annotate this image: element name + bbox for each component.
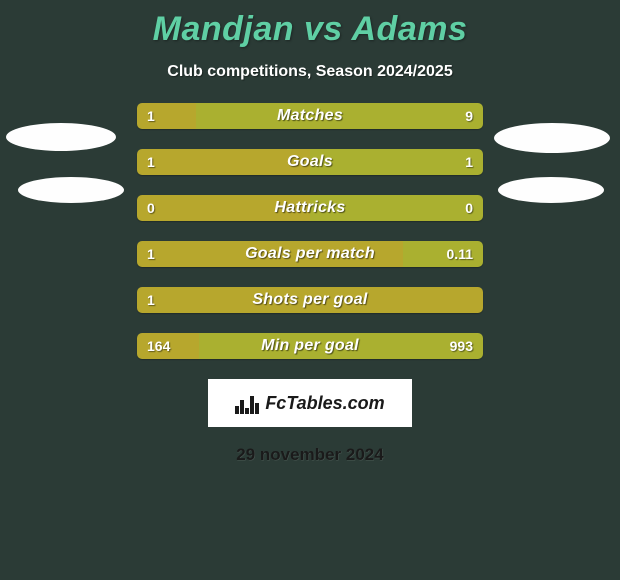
stat-value-left: 1 (147, 149, 155, 175)
player-right-name: Adams (352, 10, 468, 48)
stat-value-left: 1 (147, 103, 155, 129)
stat-bar-left (137, 103, 196, 129)
logo-text: FcTables.com (265, 393, 384, 414)
stat-value-left: 0 (147, 195, 155, 221)
stat-row: 1Shots per goal (137, 287, 483, 313)
comparison-card: Mandjan vs Adams Club competitions, Seas… (0, 0, 620, 580)
stat-value-left: 164 (147, 333, 170, 359)
stat-bars: 19Matches11Goals00Hattricks10.11Goals pe… (137, 103, 483, 359)
stat-row: 164993Min per goal (137, 333, 483, 359)
player-badge-placeholder (498, 177, 604, 203)
player-badge-placeholder (18, 177, 124, 203)
stat-row: 19Matches (137, 103, 483, 129)
stat-row: 10.11Goals per match (137, 241, 483, 267)
stat-bar-right (199, 333, 483, 359)
subtitle: Club competitions, Season 2024/2025 (0, 63, 620, 81)
stat-bar-left (137, 241, 403, 267)
stat-value-right: 1 (465, 149, 473, 175)
player-left-name: Mandjan (153, 10, 294, 48)
date-label: 29 november 2024 (0, 445, 620, 465)
page-title: Mandjan vs Adams (0, 10, 620, 49)
stat-bar-left (137, 287, 483, 313)
stat-row: 00Hattricks (137, 195, 483, 221)
stat-value-right: 0 (465, 195, 473, 221)
stat-value-right: 0.11 (447, 241, 473, 267)
stat-bar-right (196, 103, 483, 129)
stat-bar-left (137, 149, 310, 175)
body-area: 19Matches11Goals00Hattricks10.11Goals pe… (0, 103, 620, 359)
vs-label: vs (304, 10, 343, 48)
stat-value-left: 1 (147, 241, 155, 267)
logo-bars-icon (235, 392, 261, 414)
logo-box: FcTables.com (208, 379, 412, 427)
stat-value-right: 9 (465, 103, 473, 129)
player-badge-placeholder (6, 123, 116, 151)
stat-row: 11Goals (137, 149, 483, 175)
player-badge-placeholder (494, 123, 610, 153)
stat-value-left: 1 (147, 287, 155, 313)
stat-bar-right (310, 149, 483, 175)
stat-bar-right (310, 195, 483, 221)
stat-bar-left (137, 195, 310, 221)
stat-value-right: 993 (450, 333, 473, 359)
